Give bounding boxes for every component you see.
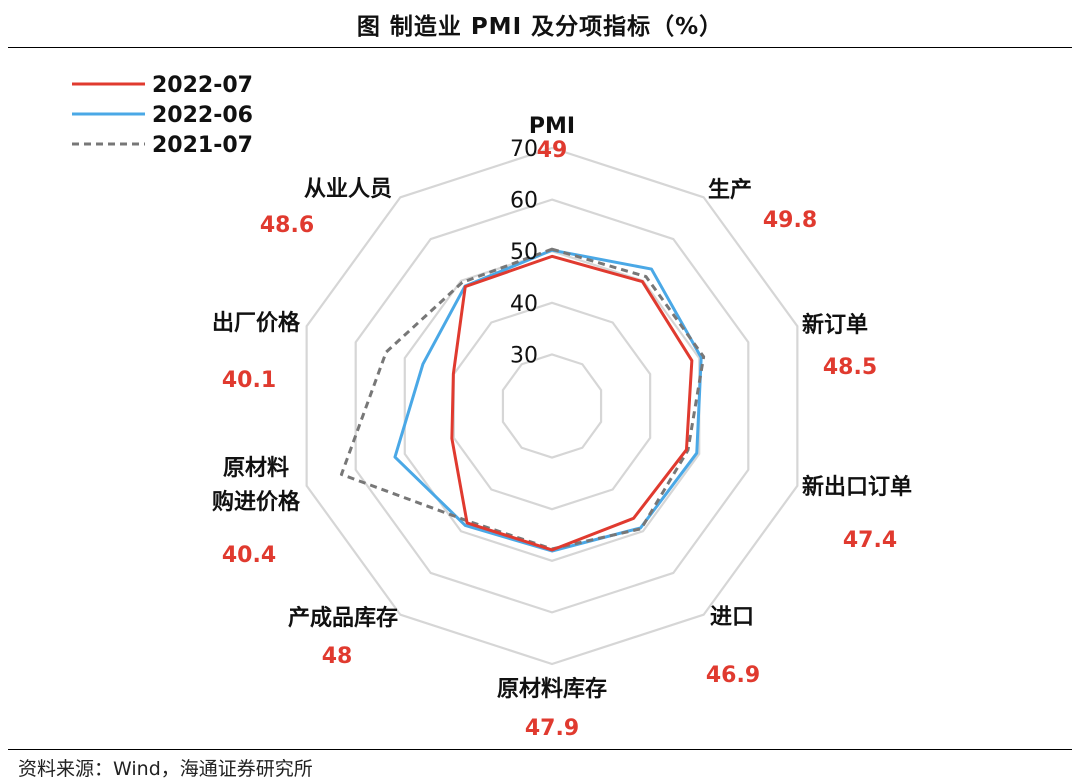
grid-layer [305,146,799,666]
axis-label: 生产 [708,178,752,203]
axis-value-label: 46.9 [706,663,760,688]
axis-value-label: 40.4 [222,543,276,568]
series-line-2022-07 [450,254,694,552]
axis-label: 原材料库存 [497,676,607,702]
axis-label: 购进价格 [212,489,301,515]
axis-label: 进口 [710,605,754,630]
grid-ring [354,198,750,614]
title-rule [8,47,1072,48]
grid-ring [403,250,701,562]
axis-value-label: 40.1 [222,368,276,393]
legend-label: 2022-07 [152,73,253,98]
legend-label: 2022-06 [152,103,253,128]
tick-label: 40 [510,292,538,317]
axis-label: 新订单 [802,312,868,338]
legend-label: 2021-07 [152,133,253,158]
axis-value-label: 47.9 [525,716,579,741]
axis-label: 从业人员 [304,177,392,202]
axis-value-label: 49.8 [763,208,817,233]
axis-label: 产成品库存 [288,605,398,631]
axis-label: 出厂价格 [212,310,301,336]
tick-label: 30 [510,343,538,368]
legend: 2022-07 2022-06 2021-07 [72,73,253,158]
axis-value-label: 48.6 [260,213,314,238]
axis-label: 原材料 [223,456,289,481]
tick-label: 70 [510,137,538,162]
grid-ring [452,301,652,511]
axis-label: PMI [529,114,575,139]
grid-ring [305,146,799,666]
series-line-2022-06 [393,248,703,553]
axis-label: 新出口订单 [802,474,912,500]
source-rule [8,749,1072,750]
source-note: 资料来源：Wind，海通证券研究所 [18,758,313,780]
tick-label: 50 [510,240,538,265]
axis-value-label: 48 [322,644,353,669]
grid-ring [501,353,603,459]
chart-title: 图 制造业 PMI 及分项指标（%） [356,14,724,40]
series-layer [339,247,706,553]
tick-label: 60 [510,189,538,214]
axis-value-label: 48.5 [823,355,877,380]
axis-value-label: 49 [537,138,568,163]
axis-value-label: 47.4 [843,528,897,553]
